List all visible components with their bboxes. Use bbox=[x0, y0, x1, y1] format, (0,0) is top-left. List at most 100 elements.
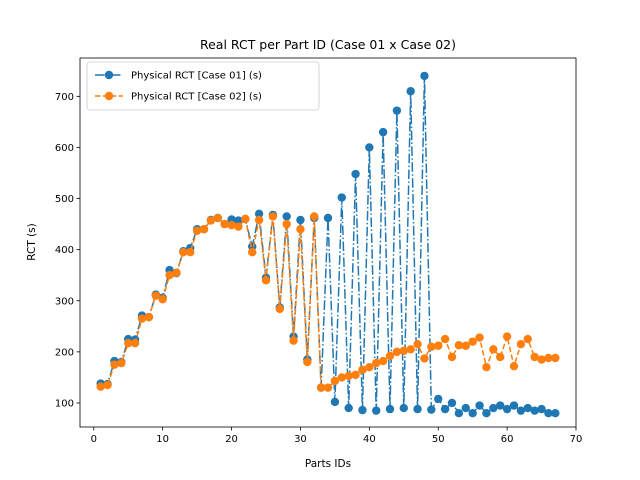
series-line bbox=[100, 215, 556, 389]
data-point bbox=[110, 360, 119, 369]
data-point bbox=[172, 268, 181, 277]
data-point bbox=[482, 409, 491, 418]
data-point bbox=[130, 338, 140, 348]
y-tick-label: 400 bbox=[55, 245, 74, 256]
data-point bbox=[502, 332, 512, 341]
legend-label: Physical RCT [Case 02] (s) bbox=[131, 92, 262, 103]
data-point bbox=[427, 342, 436, 351]
data-point bbox=[406, 345, 415, 354]
data-point bbox=[544, 409, 553, 418]
data-point bbox=[427, 405, 436, 414]
data-point bbox=[530, 352, 539, 362]
data-point bbox=[454, 409, 464, 418]
data-point bbox=[254, 209, 264, 219]
data-point bbox=[447, 352, 457, 362]
data-point bbox=[316, 383, 326, 392]
data-point bbox=[344, 403, 353, 413]
data-point bbox=[399, 403, 408, 413]
x-tick-label: 10 bbox=[156, 434, 169, 445]
data-point bbox=[351, 169, 360, 179]
x-tick-label: 30 bbox=[294, 434, 307, 445]
data-point bbox=[261, 276, 271, 285]
data-point bbox=[509, 401, 519, 410]
x-tick-label: 60 bbox=[501, 434, 514, 445]
data-point bbox=[440, 334, 450, 344]
data-point bbox=[434, 341, 443, 350]
data-point bbox=[413, 340, 422, 349]
data-point bbox=[551, 353, 560, 363]
y-tick-label: 700 bbox=[55, 92, 74, 103]
data-point bbox=[199, 225, 209, 234]
data-point bbox=[420, 354, 429, 363]
data-point bbox=[344, 371, 353, 381]
legend-marker bbox=[104, 91, 114, 101]
x-tick-label: 40 bbox=[363, 434, 376, 445]
data-point bbox=[537, 355, 546, 364]
data-point bbox=[461, 341, 470, 350]
series-line bbox=[100, 75, 556, 414]
data-point bbox=[447, 398, 457, 408]
data-point bbox=[323, 213, 333, 223]
data-point bbox=[158, 295, 167, 304]
data-point bbox=[468, 337, 477, 346]
data-point bbox=[227, 220, 236, 230]
data-point bbox=[544, 353, 553, 363]
data-point bbox=[502, 404, 512, 414]
data-point bbox=[234, 216, 243, 225]
data-point bbox=[475, 333, 484, 342]
legend-label: Physical RCT [Case 01] (s) bbox=[131, 71, 262, 82]
data-point bbox=[296, 215, 305, 225]
data-point bbox=[372, 358, 381, 368]
data-point bbox=[482, 363, 491, 372]
data-point bbox=[523, 403, 532, 413]
data-point bbox=[241, 214, 250, 224]
data-point bbox=[358, 405, 367, 415]
data-point bbox=[137, 314, 147, 323]
data-point bbox=[440, 404, 450, 414]
data-point bbox=[220, 219, 229, 229]
plot-area: 0 10 20 30 40 50 60 70 100 200 300 400 500 600 700 bbox=[55, 57, 583, 445]
data-point bbox=[213, 213, 222, 223]
x-tick-label: 70 bbox=[570, 434, 583, 445]
data-point bbox=[234, 222, 243, 231]
data-point bbox=[165, 271, 174, 280]
legend-item-1: Physical RCT [Case 01] (s) bbox=[95, 71, 262, 82]
data-point bbox=[434, 394, 443, 404]
data-point bbox=[406, 87, 415, 96]
data-point bbox=[248, 248, 257, 257]
chart-title: Real RCT per Part ID (Case 01 x Case 02) bbox=[200, 37, 456, 52]
data-point bbox=[310, 212, 319, 221]
y-tick-label: 200 bbox=[55, 347, 74, 358]
data-point bbox=[496, 352, 505, 362]
data-point bbox=[399, 346, 408, 356]
data-point bbox=[392, 347, 402, 357]
data-point bbox=[275, 304, 284, 314]
x-tick-label: 0 bbox=[91, 434, 97, 445]
data-point bbox=[365, 143, 374, 152]
data-point bbox=[351, 370, 360, 380]
data-point bbox=[475, 401, 484, 410]
data-point bbox=[296, 225, 305, 234]
data-point bbox=[337, 193, 346, 202]
x-tick-label: 50 bbox=[432, 434, 445, 445]
data-point bbox=[96, 382, 105, 391]
data-point bbox=[392, 106, 402, 115]
y-tick-label: 300 bbox=[55, 296, 74, 307]
y-tick-label: 100 bbox=[55, 398, 74, 409]
data-point bbox=[179, 248, 188, 257]
data-point bbox=[330, 397, 340, 407]
data-point bbox=[117, 358, 126, 368]
x-axis-title: Parts IDs bbox=[305, 458, 351, 470]
data-point bbox=[192, 226, 202, 235]
data-point bbox=[124, 338, 133, 348]
y-tick-label: 500 bbox=[55, 194, 74, 205]
data-point bbox=[530, 406, 539, 415]
data-point bbox=[337, 373, 346, 382]
data-point bbox=[420, 71, 429, 81]
data-point bbox=[144, 312, 154, 322]
data-point bbox=[323, 383, 333, 392]
data-point bbox=[468, 409, 477, 418]
data-point bbox=[282, 219, 291, 229]
data-point bbox=[516, 406, 526, 415]
data-point bbox=[206, 216, 216, 225]
